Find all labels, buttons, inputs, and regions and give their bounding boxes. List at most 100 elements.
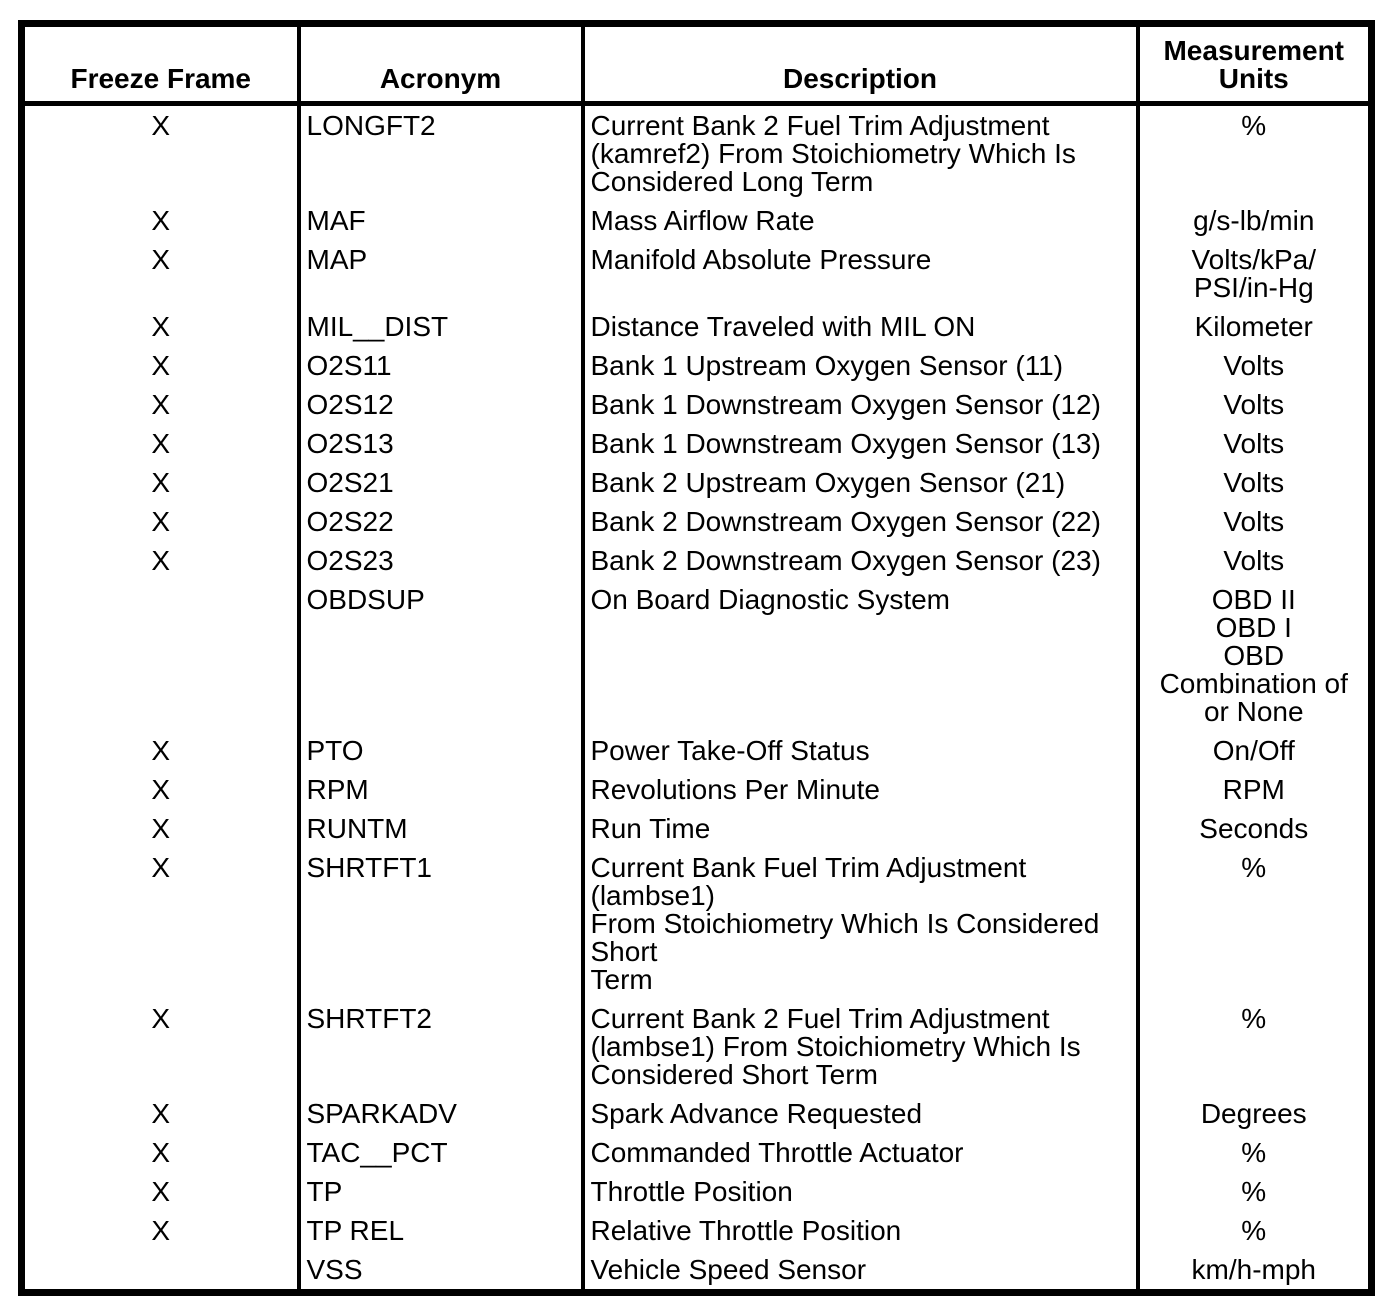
cell-acronym: VSS [296,1250,583,1293]
cell-description: Bank 1 Upstream Oxygen Sensor (11) [580,346,1138,385]
cell-measurement-units: % [1135,1133,1372,1172]
cell-acronym: MAP [296,240,583,307]
table-row: X TAC__PCT Commanded Throttle Actuator% [22,1133,1372,1172]
cell-description: Spark Advance Requested [580,1094,1138,1133]
table-row: X O2S21 Bank 2 Upstream Oxygen Sensor (21)… [22,463,1372,502]
table-row: VSS Vehicle Speed Sensor km/h-mph [22,1250,1372,1293]
cell-freeze-frame: X [151,110,171,141]
cell-freeze-frame: X [151,467,171,498]
table-body: X LONGFT2 Current Bank 2 Fuel Trim Adjustm… [22,103,1372,1293]
cell-freeze-frame: X [151,205,171,236]
cell-measurement-units: km/h-mph [1135,1250,1372,1293]
cell-acronym: MIL__DIST [296,307,583,346]
cell-acronym: LONGFT2 [296,103,583,201]
cell-acronym: TP REL [296,1211,583,1250]
table-row: X O2S22 Bank 2 Downstream Oxygen Sensor (2… [22,502,1372,541]
cell-measurement-units: Degrees [1135,1094,1372,1133]
cell-measurement-units: OBD II OBD I OBD Combination of or None [1135,580,1372,731]
cell-measurement-units: % [1135,1211,1372,1250]
cell-acronym: O2S12 [296,385,583,424]
cell-description: Throttle Position [580,1172,1138,1211]
cell-description: Relative Throttle Position [580,1211,1138,1250]
cell-description: Bank 2 Upstream Oxygen Sensor (21) [580,463,1138,502]
column-header-measurement-units: Measurement Units [1135,23,1372,106]
cell-description: Bank 2 Downstream Oxygen Sensor (22) [580,502,1138,541]
cell-measurement-units: Kilometer [1135,307,1372,346]
cell-freeze-frame: X [151,389,171,420]
cell-description: Bank 1 Downstream Oxygen Sensor (13) [580,424,1138,463]
cell-description: Commanded Throttle Actuator [580,1133,1138,1172]
cell-freeze-frame: X [151,1003,171,1034]
cell-acronym: TAC__PCT [296,1133,583,1172]
cell-measurement-units: Volts [1135,385,1372,424]
cell-freeze-frame [22,1250,299,1293]
cell-acronym: O2S11 [296,346,583,385]
column-header-acronym: Acronym [296,23,583,106]
column-header-description: Description [580,23,1138,106]
table-row: X SHRTFT1 Current Bank Fuel Trim Adjustmen… [22,848,1372,999]
cell-freeze-frame: X [151,774,171,805]
cell-acronym: PTO [296,731,583,770]
cell-measurement-units: Volts [1135,463,1372,502]
cell-freeze-frame: X [151,350,171,381]
table-row: X SPARKADV Spark Advance Requested Degrees [22,1094,1372,1133]
cell-description: Run Time [580,809,1138,848]
cell-acronym: OBDSUP [296,580,583,731]
table-row: X O2S13 Bank 1 Downstream Oxygen Sensor (1… [22,424,1372,463]
table-row: X O2S11 Bank 1 Upstream Oxygen Sensor (11)… [22,346,1372,385]
table-row: X O2S12 Bank 1 Downstream Oxygen Sensor (1… [22,385,1372,424]
cell-acronym: SHRTFT1 [296,848,583,999]
table-row: X LONGFT2 Current Bank 2 Fuel Trim Adjustm… [22,103,1372,201]
cell-acronym: SPARKADV [296,1094,583,1133]
cell-measurement-units: % [1135,848,1372,999]
cell-measurement-units: % [1135,103,1372,201]
cell-measurement-units: RPM [1135,770,1372,809]
cell-measurement-units: Volts [1135,346,1372,385]
table-row: X RUNTM Run Time Seconds [22,809,1372,848]
table-row: OBDSUP On Board Diagnostic System OBD II O… [22,580,1372,731]
document-page: Freeze Frame Acronym Description Measure… [18,20,1375,1296]
cell-description: Distance Traveled with MIL ON [580,307,1138,346]
cell-acronym: SHRTFT2 [296,999,583,1094]
cell-freeze-frame: X [151,1098,171,1129]
cell-freeze-frame: X [151,244,171,275]
cell-acronym: MAF [296,201,583,240]
table-row: X MAP Manifold Absolute Pressure Volts/kPa/… [22,240,1372,307]
table-row: X MIL__DIST Distance Traveled with MIL ON K… [22,307,1372,346]
cell-acronym: O2S13 [296,424,583,463]
column-header-freeze-frame: Freeze Frame [21,23,299,106]
cell-freeze-frame: X [151,428,171,459]
table-row: X MAF Mass Airflow Rate g/s-lb/min [22,201,1372,240]
cell-freeze-frame: X [151,506,171,537]
cell-freeze-frame: X [151,311,171,342]
cell-measurement-units: On/Off [1135,731,1372,770]
freeze-frame-parameter-table: Freeze Frame Acronym Description Measure… [18,20,1375,1296]
cell-measurement-units: % [1135,1172,1372,1211]
cell-freeze-frame: X [151,545,171,576]
cell-description: Revolutions Per Minute [580,770,1138,809]
cell-acronym: RPM [296,770,583,809]
cell-measurement-units: g/s-lb/min [1135,201,1372,240]
cell-measurement-units: Seconds [1135,809,1372,848]
table-row: X TP REL Relative Throttle Position% [22,1211,1372,1250]
cell-measurement-units: Volts [1135,424,1372,463]
cell-acronym: TP [296,1172,583,1211]
cell-freeze-frame: X [151,813,171,844]
cell-freeze-frame: X [151,1176,171,1207]
cell-measurement-units: Volts [1135,541,1372,580]
table-row: X RPM Revolutions Per Minute RPM [22,770,1372,809]
cell-description: Bank 2 Downstream Oxygen Sensor (23) [580,541,1138,580]
cell-description: Current Bank 2 Fuel Trim Adjustment (lam… [580,999,1138,1094]
table-row: X PTO Power Take-Off Status On/Off [22,731,1372,770]
cell-acronym: RUNTM [296,809,583,848]
cell-freeze-frame [22,580,299,731]
table-row: X SHRTFT2 Current Bank 2 Fuel Trim Adjustm… [22,999,1372,1094]
cell-freeze-frame: X [151,852,171,883]
table-row: X O2S23 Bank 2 Downstream Oxygen Sensor (2… [22,541,1372,580]
cell-description: On Board Diagnostic System [580,580,1138,731]
cell-freeze-frame: X [151,735,171,766]
table-row: X TP Throttle Position% [22,1172,1372,1211]
cell-acronym: O2S22 [296,502,583,541]
cell-description: Current Bank Fuel Trim Adjustment (lambs… [580,848,1138,999]
cell-measurement-units: Volts/kPa/ PSI/in-Hg [1135,240,1372,307]
